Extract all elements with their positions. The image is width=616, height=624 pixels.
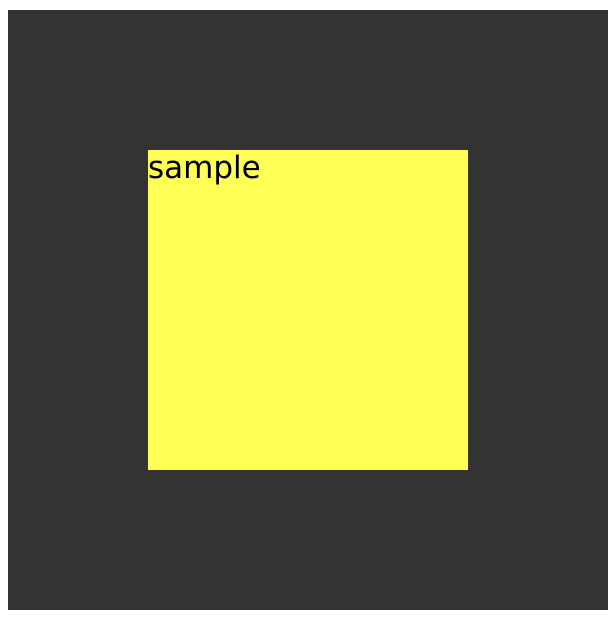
dark-stage: sample bbox=[8, 10, 608, 610]
yellow-box: sample bbox=[148, 150, 468, 470]
box-label: sample bbox=[148, 150, 261, 186]
